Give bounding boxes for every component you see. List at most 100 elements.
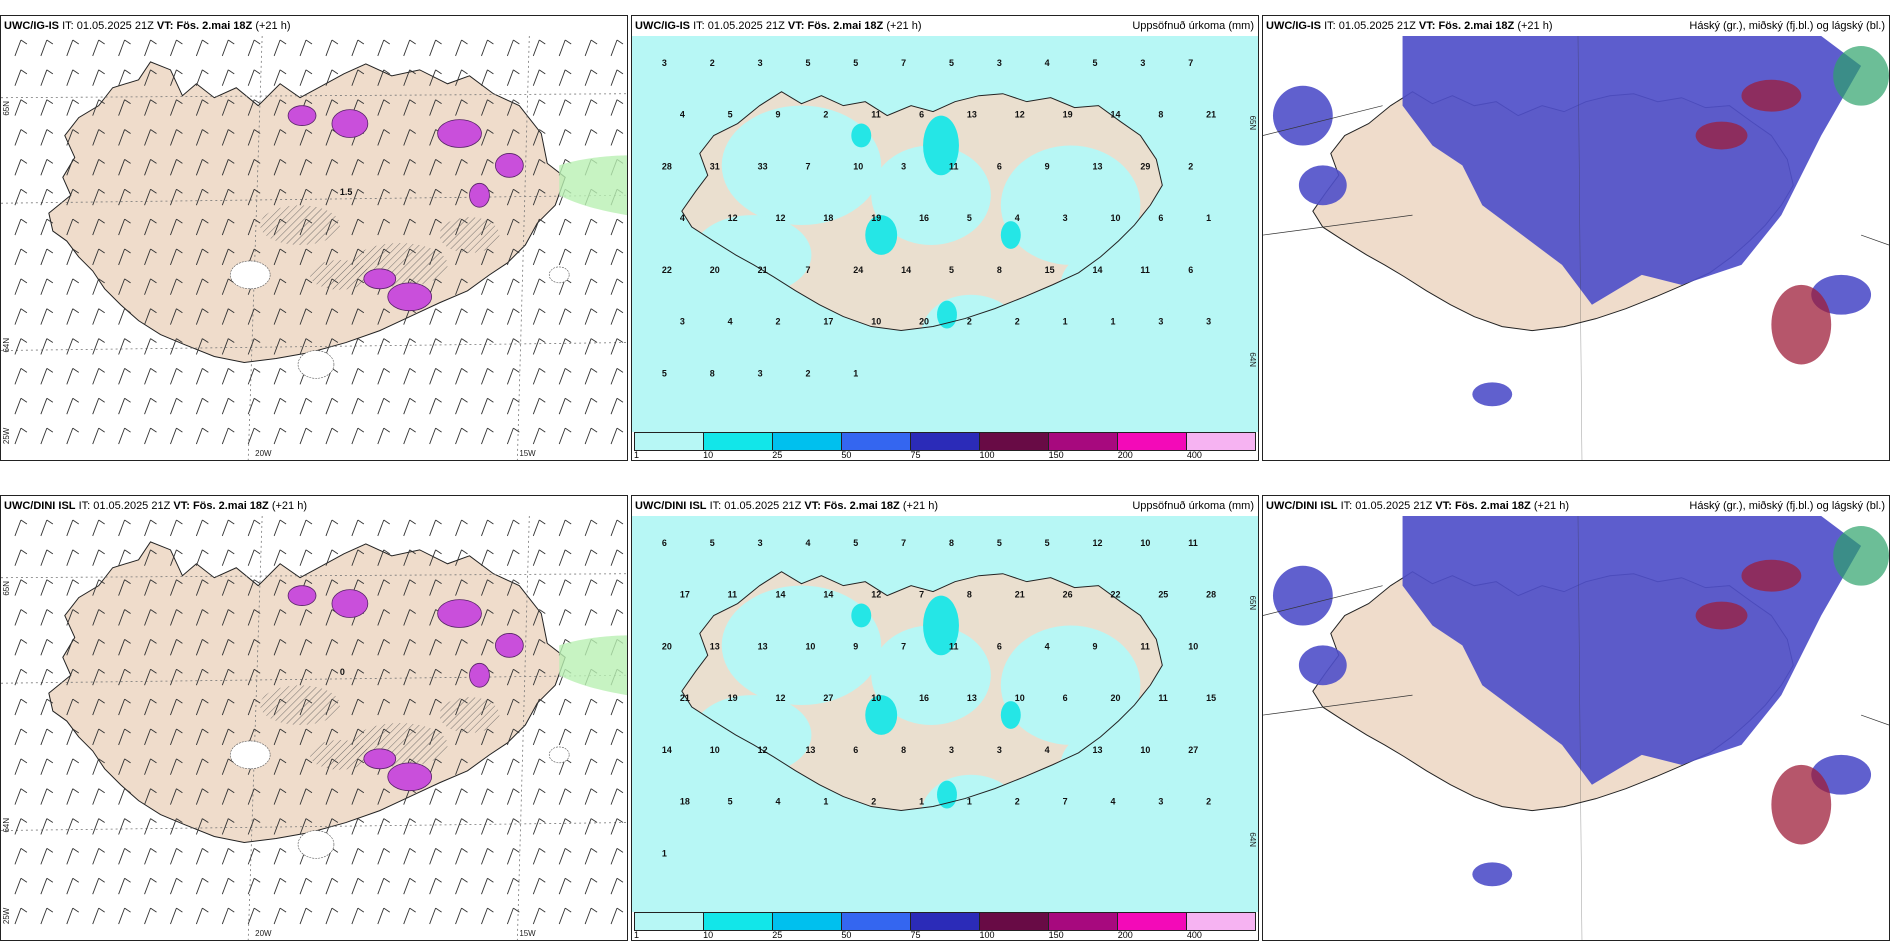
light-precip-area (559, 155, 627, 216)
precip-value: 1 (853, 368, 858, 378)
coastline (681, 91, 1163, 332)
snowfall-area (437, 599, 482, 628)
precip-value: 5 (662, 368, 667, 378)
precip-value: 27 (823, 693, 833, 703)
lead-time: (+21 h) (902, 500, 938, 512)
precip-value: 4 (1110, 797, 1115, 807)
map-area (1263, 516, 1889, 940)
precip-value: 10 (805, 641, 815, 651)
longitude-label: 20W (255, 449, 272, 458)
precip-value: 14 (1110, 110, 1120, 120)
precip-value: 2 (823, 110, 828, 120)
precip-value: 5 (949, 265, 954, 275)
precip-value: 3 (997, 58, 1002, 68)
valid-time-value: Fös. 2.mai 18Z (192, 500, 269, 512)
precip-value: 4 (776, 797, 781, 807)
panel-header: UWC/IG-IS IT: 01.05.2025 21Z VT: Fös. 2.… (1, 16, 627, 36)
snowfall-area (287, 105, 317, 126)
precip-value: 4 (1015, 213, 1020, 223)
precip-area (721, 105, 882, 226)
precip-value: 12 (758, 745, 768, 755)
map-panel-precip: UWC/IG-IS IT: 01.05.2025 21Z VT: Fös. 2.… (631, 15, 1259, 461)
precip-value: 14 (776, 590, 786, 600)
colorbar-label: 100 (979, 450, 995, 460)
precip-value: 11 (1158, 693, 1167, 703)
precip-value: 21 (1206, 110, 1216, 120)
init-time-label: IT: (78, 500, 91, 512)
snow-hatch-area (439, 697, 500, 733)
valid-time-label: VT: (1418, 20, 1436, 32)
precip-value: 18 (680, 797, 690, 807)
precip-value: 10 (1140, 538, 1150, 548)
precip-value: 19 (728, 693, 738, 703)
valid-time-label: VT: (173, 500, 190, 512)
precip-heavy-area (851, 123, 872, 148)
mid-cloud-area (1833, 525, 1889, 586)
valid-time-value: Fös. 2.mai 18Z (1438, 20, 1515, 32)
colorbar-labels: 1 10 25 50 75 100 150 200 400 (634, 450, 1256, 460)
colorbar-segment (773, 912, 842, 931)
precip-value: 21 (758, 265, 768, 275)
precip-value: 2 (710, 58, 715, 68)
snow-hatch-area (310, 739, 370, 770)
colorbar-segment (1118, 432, 1187, 451)
precip-value: 15 (1045, 265, 1055, 275)
precip-value: 11 (1188, 538, 1197, 548)
low-cloud-patch (1472, 382, 1513, 407)
precip-value: 7 (1063, 797, 1068, 807)
precip-value: 20 (662, 641, 672, 651)
precip-area (871, 145, 991, 245)
precip-value: 20 (919, 317, 929, 327)
latitude-label: 25W (2, 907, 11, 924)
init-time-label: IT: (693, 20, 705, 32)
precip-value: 19 (871, 213, 881, 223)
precip-value: 16 (919, 213, 929, 223)
precip-value: 5 (710, 538, 715, 548)
colorbar-segments (634, 912, 1256, 931)
map-area: 6 5 3 4 5 7 8 5 5 12 10 11 17 11 14 14 12 7 8 21 26 22 25 28 20 1… (632, 516, 1258, 912)
precip-value: 9 (1093, 641, 1098, 651)
high-cloud-area (1771, 764, 1832, 845)
precip-value: 9 (776, 110, 781, 120)
snowfall-area (495, 633, 524, 658)
precip-value: 25 (1158, 590, 1168, 600)
precip-value: 14 (662, 745, 672, 755)
colorbar-segment (773, 432, 842, 451)
precip-value: 3 (1158, 317, 1163, 327)
precip-value: 11 (949, 641, 958, 651)
panel-header: UWC/IG-IS IT: 01.05.2025 21Z VT: Fös. 2.… (1263, 16, 1889, 36)
high-cloud-area (1695, 601, 1748, 630)
init-time-label: IT: (709, 500, 722, 512)
init-time-label: IT: (1340, 500, 1353, 512)
precip-value: 10 (853, 161, 863, 171)
colorbar-segment (1187, 912, 1256, 931)
map-canvas (1263, 516, 1889, 940)
model-name: UWC/IG-IS (635, 20, 690, 32)
precip-value: 13 (805, 745, 815, 755)
colorbar-label: 400 (1186, 930, 1202, 940)
colorbar-segment (911, 912, 980, 931)
precip-value: 14 (1093, 265, 1103, 275)
precip-value: 27 (1188, 745, 1198, 755)
precip-value: 13 (967, 693, 977, 703)
colorbar-segment (980, 912, 1049, 931)
precip-value: 6 (997, 641, 1002, 651)
precip-area (1000, 625, 1141, 745)
precip-value: 22 (662, 265, 672, 275)
precip-value: 2 (871, 797, 876, 807)
precip-value: 2 (805, 368, 810, 378)
precip-value: 10 (1015, 693, 1025, 703)
precip-value: 2 (1188, 161, 1193, 171)
colorbar-label: 150 (1048, 450, 1064, 460)
colorbar-label: 10 (703, 930, 714, 940)
colorbar-label: 50 (841, 930, 852, 940)
precip-value: 10 (871, 317, 881, 327)
map-panel-wind: UWC/IG-IS IT: 01.05.2025 21Z VT: Fös. 2.… (0, 15, 628, 461)
precip-value: 28 (1206, 590, 1216, 600)
precip-value: 22 (1110, 590, 1120, 600)
snow-hatch-area (439, 217, 500, 253)
precip-value: 5 (1045, 538, 1050, 548)
precip-value: 5 (853, 58, 858, 68)
map-area (1263, 36, 1889, 460)
precip-value: 8 (901, 745, 906, 755)
